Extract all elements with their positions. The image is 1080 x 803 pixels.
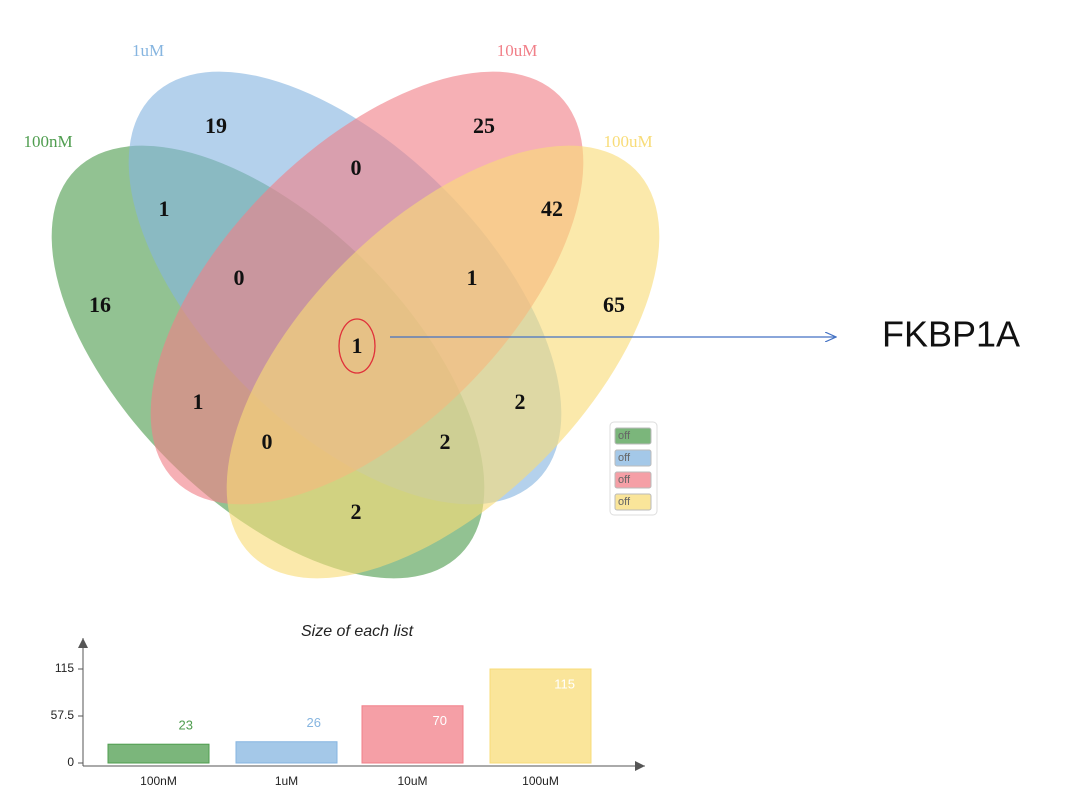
legend-toggle[interactable]	[614, 427, 652, 445]
x-tick-label: 100nM	[140, 774, 177, 788]
annotation: FKBP1A	[882, 314, 1020, 355]
region-count: 16	[89, 292, 111, 317]
set-label: 10uM	[497, 41, 538, 60]
region-count: 19	[205, 113, 227, 138]
highlight-circle	[338, 318, 376, 374]
region-count: 2	[351, 499, 362, 524]
legend-toggle-label: off	[618, 452, 631, 464]
region-count: 1	[352, 333, 363, 358]
value-label: 115	[554, 676, 575, 691]
venn-set	[226, 145, 660, 579]
legend-toggle[interactable]	[614, 493, 652, 511]
legend-toggle-label: off	[618, 430, 631, 442]
bar	[361, 705, 464, 764]
bar	[489, 668, 592, 764]
set-label: 100nM	[23, 132, 72, 151]
value-label: 26	[307, 715, 321, 730]
region-count: 2	[515, 389, 526, 414]
y-tick-label: 57.5	[51, 708, 75, 722]
x-tick-label: 1uM	[275, 774, 298, 788]
region-count: 25	[473, 113, 495, 138]
legend-toggle[interactable]	[614, 449, 652, 467]
region-count: 2	[440, 429, 451, 454]
legend-box	[609, 421, 658, 516]
region-count: 42	[541, 196, 563, 221]
y-tick-label: 0	[67, 755, 74, 769]
region-count: 0	[351, 155, 362, 180]
value-label: 70	[433, 713, 447, 728]
value-label: 23	[179, 718, 193, 733]
x-tick-label: 10uM	[397, 774, 427, 788]
region-count: 0	[234, 265, 245, 290]
bar	[107, 743, 210, 764]
region-count: 65	[603, 292, 625, 317]
region-count: 1	[467, 265, 478, 290]
set-label: 1uM	[132, 41, 164, 60]
region-count: 0	[262, 429, 273, 454]
chart-title: Size of each list	[301, 623, 414, 640]
region-count: 1	[193, 389, 204, 414]
bar	[235, 741, 338, 764]
legend-toggle-label: off	[618, 496, 631, 508]
set-label: 100uM	[603, 132, 652, 151]
legend-toggle-label: off	[618, 474, 631, 486]
legend-toggle[interactable]	[614, 471, 652, 489]
y-tick-label: 115	[55, 661, 74, 675]
region-count: 1	[159, 196, 170, 221]
x-tick-label: 100uM	[522, 774, 559, 788]
